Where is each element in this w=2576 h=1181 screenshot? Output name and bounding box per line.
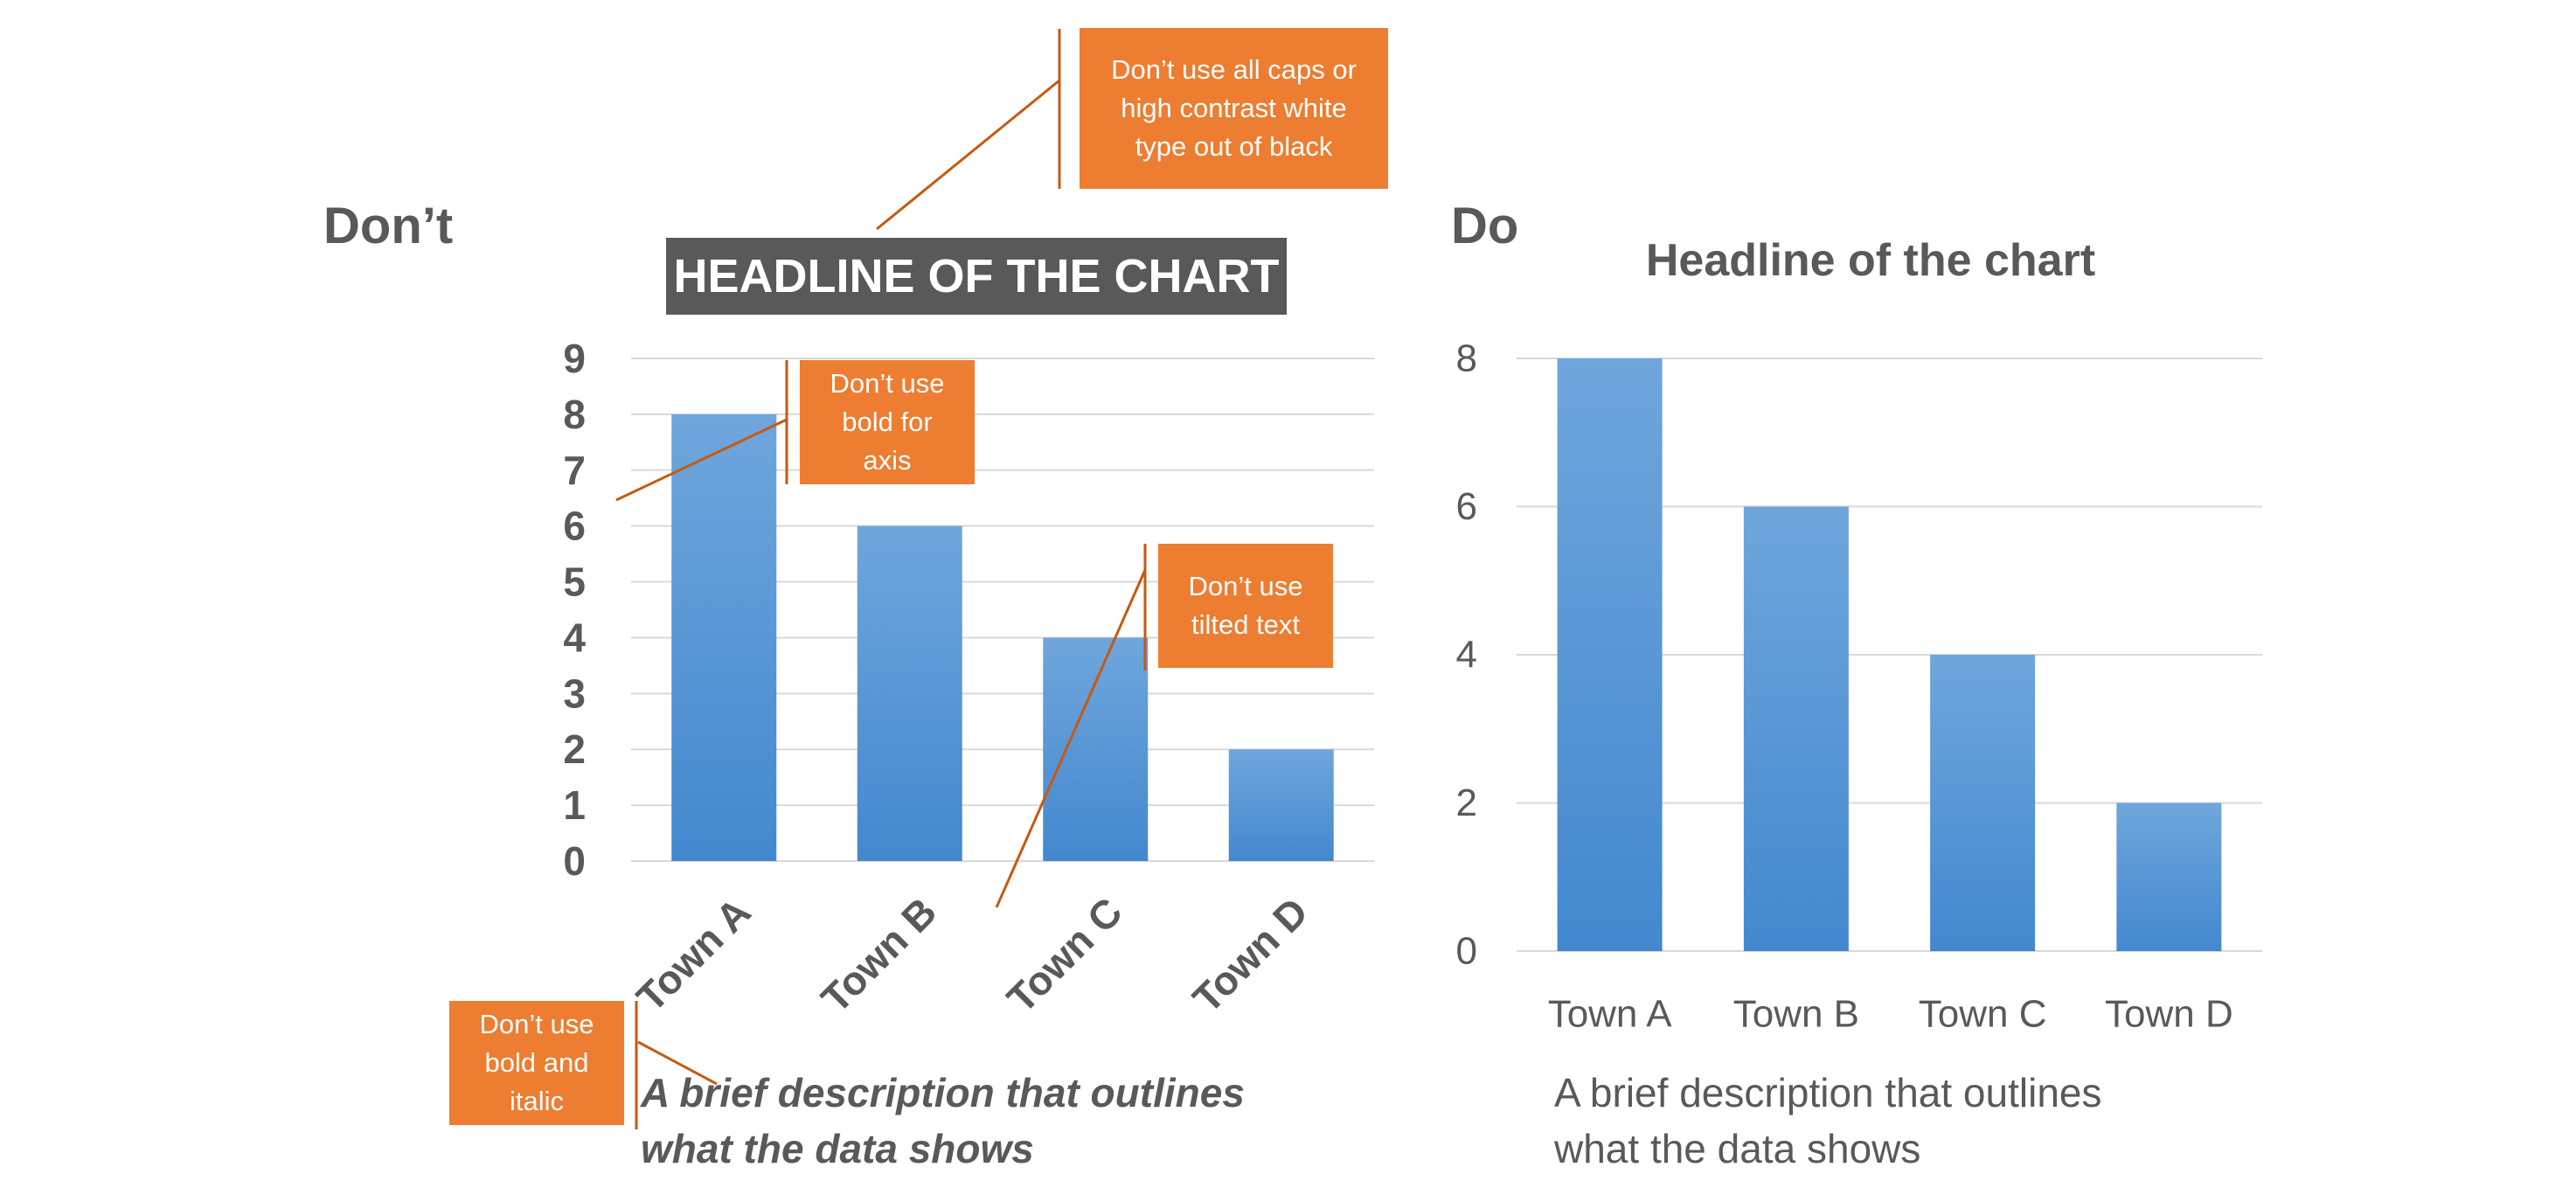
dont-chart-title: HEADLINE OF THE CHART bbox=[666, 238, 1287, 315]
callout-bold-italic-line: bold and bbox=[484, 1046, 589, 1078]
callout-leader-line bbox=[876, 79, 1060, 231]
do-x-tick-label: Town C bbox=[1919, 993, 2047, 1036]
do-y-tick-label: 0 bbox=[1456, 930, 1477, 973]
dont-y-tick-label: 9 bbox=[563, 336, 586, 381]
dont-y-tick-label: 5 bbox=[563, 559, 586, 605]
callout-bold-axis-line: bold for bbox=[842, 406, 933, 437]
callout-tilted-line: Don’t use bbox=[1188, 570, 1303, 601]
dont-bar bbox=[671, 413, 777, 861]
callout-caps-line: high contrast white bbox=[1121, 92, 1347, 123]
dont-y-tick-label: 1 bbox=[563, 782, 586, 828]
callout-tilted-text: Don’t use tilted text bbox=[1158, 544, 1333, 668]
callout-bold-axis-line: Don’t use bbox=[830, 367, 945, 399]
dont-caption-line: what the data shows bbox=[641, 1126, 1034, 1172]
dont-y-tick-label: 3 bbox=[563, 670, 586, 716]
callout-leader-line bbox=[637, 1040, 718, 1086]
do-y-tick-label: 8 bbox=[1456, 337, 1477, 380]
dont-bar bbox=[857, 525, 962, 861]
dont-x-tick-label: Town D bbox=[1184, 889, 1316, 1022]
do-bar-chart: 0 2 4 6 8 Town A Town B Town C Town D bbox=[1456, 337, 2262, 1036]
callout-bold-axis-line: axis bbox=[863, 445, 912, 476]
do-x-tick-label: Town A bbox=[1548, 993, 1673, 1036]
do-y-tick-label: 6 bbox=[1456, 485, 1477, 528]
callout-bold-axis: Don’t use bold for axis bbox=[800, 360, 975, 484]
dont-x-tick-label: Town C bbox=[998, 889, 1131, 1022]
callout-caps: Don’t use all caps or high contrast whit… bbox=[1080, 28, 1388, 189]
callout-bold-italic-line: Don’t use bbox=[479, 1008, 594, 1039]
dont-y-tick-label: 8 bbox=[563, 392, 586, 437]
dont-y-tick-label: 0 bbox=[563, 838, 586, 884]
do-caption: A brief description that outlines what t… bbox=[1554, 1065, 2101, 1178]
do-y-tick-label: 4 bbox=[1456, 634, 1477, 677]
dont-bar bbox=[1228, 749, 1334, 861]
dont-y-tick-label: 4 bbox=[563, 615, 586, 660]
do-y-tick-label: 2 bbox=[1456, 782, 1477, 824]
callout-leader-line bbox=[615, 418, 788, 502]
do-x-tick-label: Town B bbox=[1733, 993, 1859, 1036]
dont-bar-chart: 0 1 2 3 4 5 6 7 8 9 Town A Town B Town C Town D bbox=[563, 336, 1374, 1021]
dont-section-label: Don’t bbox=[323, 198, 454, 254]
callout-bold-italic-line: italic bbox=[509, 1086, 564, 1116]
callout-bold-italic: Don’t use bold and italic bbox=[449, 1001, 624, 1125]
do-chart-title: Headline of the chart bbox=[1645, 235, 2096, 286]
dont-bar bbox=[1043, 637, 1149, 861]
callout-tilted-line: tilted text bbox=[1191, 609, 1301, 640]
dont-x-tick-label: Town A bbox=[628, 889, 760, 1021]
do-caption-line: what the data shows bbox=[1554, 1126, 1921, 1172]
dont-y-tick-label: 7 bbox=[563, 448, 586, 493]
do-caption-line: A brief description that outlines bbox=[1554, 1070, 2102, 1115]
dont-x-tick-label: Town B bbox=[812, 889, 945, 1022]
callout-leader-line bbox=[995, 569, 1147, 908]
callout-caps-line: type out of black bbox=[1135, 131, 1333, 162]
dont-caption-line: A brief description that outlines bbox=[641, 1070, 1245, 1115]
callout-leader-lines bbox=[615, 29, 1147, 1129]
do-x-tick-label: Town D bbox=[2105, 993, 2233, 1036]
dont-y-tick-label: 2 bbox=[563, 726, 586, 772]
do-bar bbox=[1557, 358, 1663, 951]
do-bar bbox=[2116, 802, 2222, 951]
do-bar bbox=[1743, 506, 1849, 951]
callout-caps-line: Don’t use all caps or bbox=[1111, 53, 1357, 85]
do-bar bbox=[1930, 655, 2036, 951]
dont-caption: A brief description that outlines what t… bbox=[641, 1065, 1245, 1178]
do-section-label: Do bbox=[1451, 198, 1519, 254]
dont-y-tick-label: 6 bbox=[563, 504, 586, 549]
